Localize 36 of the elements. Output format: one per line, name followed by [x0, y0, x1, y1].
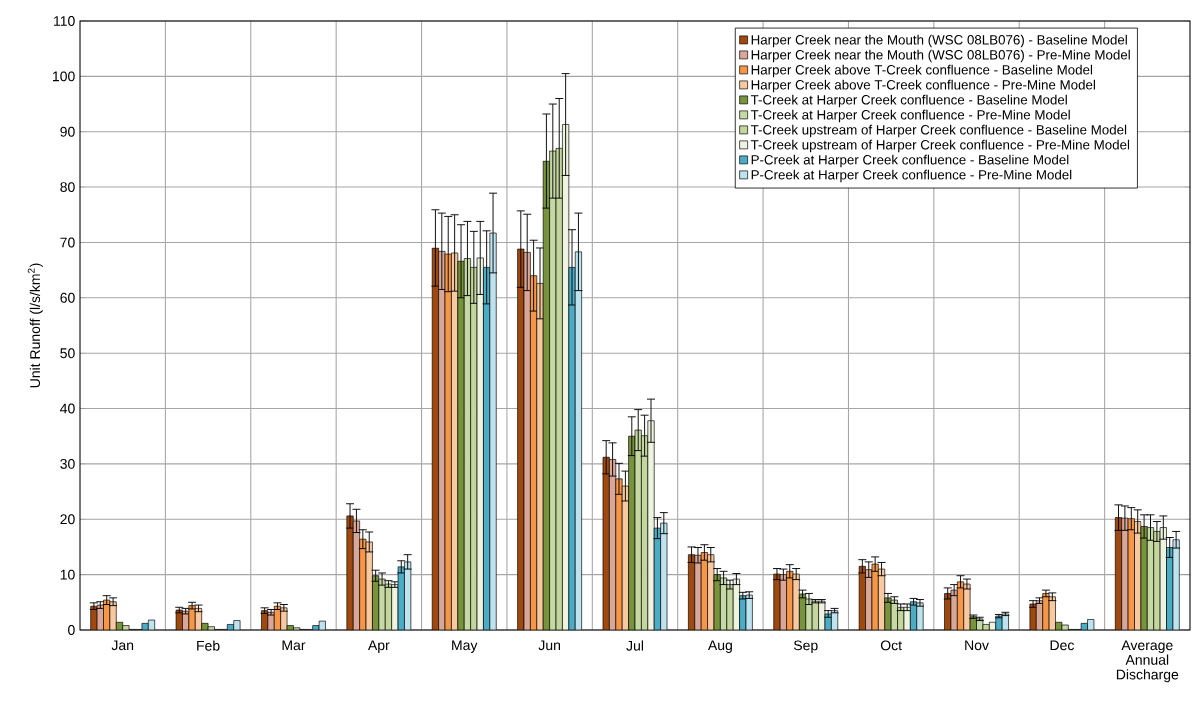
y-tick-label: 40 — [60, 403, 75, 414]
y-tick-label: 70 — [60, 237, 75, 248]
x-tick-label: Dec — [1050, 640, 1074, 651]
legend-label: Harper Creek near the Mouth (WSC 08LB076) - Baseline Model — [751, 34, 1127, 48]
legend-label: P-Creek at Harper Creek confluence - Pre-Mine Model — [751, 169, 1072, 183]
legend-label: T-Creek upstream of Harper Creek confluence - Pre-Mine Model — [750, 139, 1130, 153]
x-tick-label: Average Annual Discharge — [1116, 640, 1179, 683]
x-tick-label: Jun — [538, 640, 560, 651]
legend-label: P-Creek at Harper Creek confluence - Baseline Model — [751, 154, 1069, 168]
legend-label: Harper Creek above T-Creek confluence - Baseline Model — [751, 64, 1093, 78]
y-tick-label: 110 — [54, 16, 75, 26]
y-axis-title: Unit Runoff (l/s/km$^{2}$) — [27, 263, 43, 388]
x-tick-label: Sep — [793, 640, 818, 654]
legend-label: Harper Creek near the Mouth (WSC 08LB076) - Pre-Mine Model — [751, 49, 1130, 63]
y-tick-label: 10 — [60, 569, 75, 580]
y-tick-label: 20 — [60, 514, 75, 525]
x-tick-label: May — [452, 640, 478, 653]
y-tick-label: 30 — [60, 458, 75, 469]
legend-label: T-Creek at Harper Creek confluence - Pre-Mine Model — [750, 109, 1070, 123]
x-tick-label: Apr — [367, 640, 390, 653]
y-tick-label: 90 — [60, 126, 75, 137]
x-tick-label: Feb — [197, 640, 220, 651]
y-tick-label: 80 — [60, 182, 75, 193]
x-tick-label: Nov — [965, 640, 989, 651]
y-tick-label: 60 — [60, 292, 75, 303]
legend-label: Harper Creek above T-Creek confluence - Pre-Mine Model — [751, 79, 1095, 93]
legend-label: T-Creek upstream of Harper Creek confluence - Baseline Model — [750, 124, 1127, 138]
x-tick-label: Jul — [626, 640, 644, 651]
x-tick-label: Oct — [880, 640, 902, 651]
legend-label: T-Creek at Harper Creek confluence - Baseline Model — [750, 94, 1067, 108]
x-tick-label: Jan — [111, 640, 134, 651]
y-tick-label: 100 — [53, 71, 75, 82]
x-tick-label: Mar — [282, 640, 306, 651]
y-tick-label: 50 — [60, 348, 75, 359]
y-tick-label: 0 — [68, 625, 75, 635]
x-tick-label: Aug — [707, 640, 732, 653]
